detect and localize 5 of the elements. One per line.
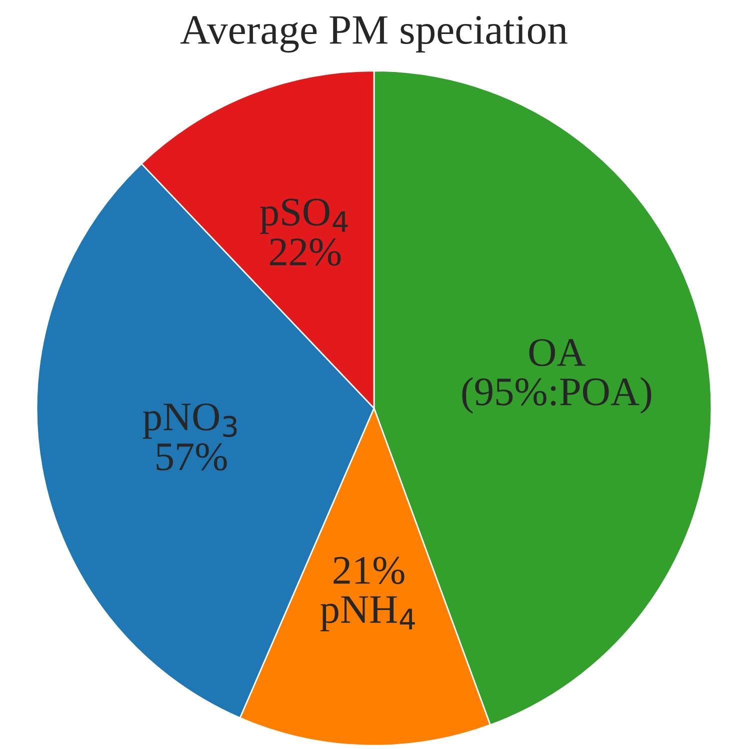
chart-title: Average PM speciation (180, 16, 568, 53)
slice-label: 21% pNH$_{4}$ (320, 556, 415, 632)
slice-label: OA (95%:POA) (462, 339, 652, 414)
slice-label: pNO$_{3}$ 57% (142, 403, 237, 471)
slice-label: pSO$_{4}$ 22% (260, 198, 348, 266)
